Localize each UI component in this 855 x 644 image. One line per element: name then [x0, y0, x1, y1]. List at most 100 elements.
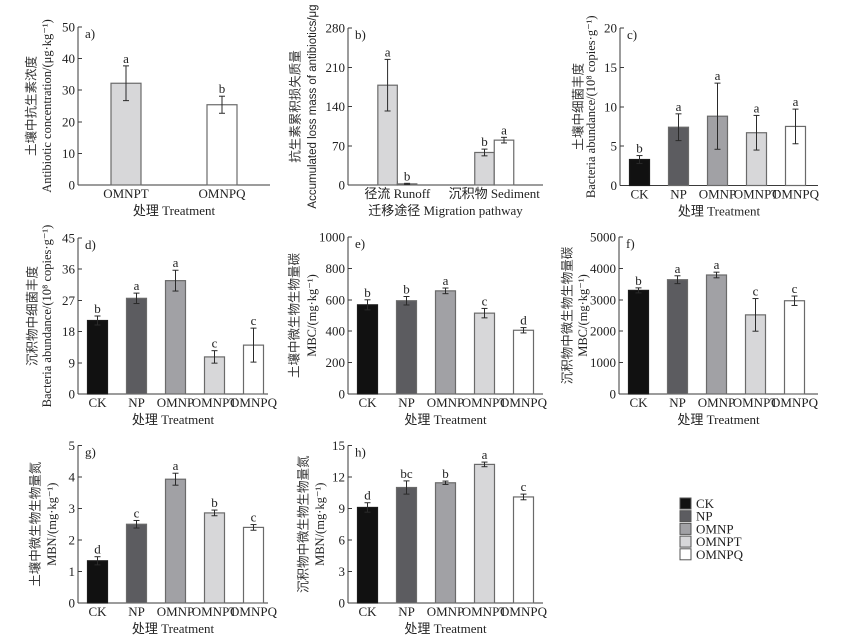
panel-label: d) [85, 237, 96, 252]
y-axis-title-cn: 土壤中抗生素浓度 [24, 56, 39, 157]
significance-letter: b [636, 141, 643, 156]
bar-ck [356, 304, 379, 395]
x-tick-label: CK [630, 187, 649, 202]
y-tick-label: 10 [62, 146, 75, 161]
bar-omnpt [473, 312, 496, 395]
y-tick-label: 600 [326, 292, 346, 307]
significance-letter: a [715, 68, 721, 83]
significance-letter: c [482, 293, 488, 308]
y-tick-label: 0 [339, 596, 346, 611]
bar-omnp [434, 482, 457, 604]
x-tick-label: NP [398, 604, 415, 619]
y-axis-title-en: Bacteria abundance/(10⁸ copies·g⁻¹) [40, 225, 54, 408]
x-tick-label: 径流 Runoff [364, 186, 431, 201]
bar-omnpq [512, 496, 535, 604]
x-tick-label: OMNPQ [771, 395, 819, 410]
y-tick-label: 6 [339, 533, 346, 548]
x-tick-label: OMNPT [734, 187, 780, 202]
x-tick-label: OMNPT [462, 604, 508, 619]
y-tick-label: 30 [62, 83, 75, 98]
panel-f: 0 1000 2000 3000 4000 5000 f) 沉积物中微生物生物量碳 MBC/(m… [560, 230, 819, 428]
x-tick-label: OMNPQ [199, 186, 247, 201]
y-tick-label: 36 [62, 262, 76, 277]
x-tick-label: CK [88, 604, 107, 619]
significance-letter: b [219, 81, 226, 96]
significance-letter: b [635, 273, 642, 288]
y-axis-title-cn: 土壤中微生物生物量氮 [28, 461, 43, 587]
bar-ck [86, 319, 109, 395]
y-tick-label: 18 [62, 324, 75, 339]
significance-letter: b [94, 301, 101, 316]
legend-label: CK [696, 496, 715, 511]
significance-letter: a [676, 99, 682, 114]
y-tick-label: 40 [62, 51, 75, 66]
bar-omnpt [203, 512, 226, 604]
y-axis-title-cn: 沉积物中微生物生物量碳 [560, 246, 575, 384]
x-axis-title: 处理 Treatment [677, 412, 760, 427]
x-tick-label: CK [629, 395, 648, 410]
y-axis-title-en: Bacteria abundance/(10⁸ copies·g⁻¹) [584, 15, 598, 198]
x-axis-title: 处理 Treatment [404, 412, 487, 427]
legend-swatch-np [679, 510, 692, 523]
y-tick-label: 70 [332, 138, 345, 153]
significance-letter: c [521, 479, 527, 494]
x-tick-label: CK [358, 604, 377, 619]
panel-h: 0 3 6 9 12 15 h) 沉积物中微生物生物量氮 MBN/(mg·kg⁻¹) 处理 Tre… [296, 438, 548, 636]
x-tick-label: OMNPQ [230, 395, 278, 410]
x-tick-label: OMNPQ [230, 604, 278, 619]
bar-omnpq [783, 300, 806, 395]
bar-omnpt [474, 151, 495, 186]
significance-letter: a [173, 458, 179, 473]
y-axis-title-cn: 抗生素累积损失质量 [288, 50, 303, 163]
legend-swatch-omnpt [679, 535, 692, 548]
bar-np [125, 523, 148, 604]
legend-swatch-omnpq [679, 548, 692, 561]
y-tick-label: 2 [69, 533, 76, 548]
panel-label: e) [355, 236, 365, 251]
y-tick-label: 20 [62, 114, 75, 129]
significance-letter: a [675, 261, 681, 276]
panel-label: h) [355, 445, 366, 460]
significance-letter: a [482, 447, 488, 462]
y-tick-label: 5000 [590, 230, 616, 245]
bar-ck [356, 506, 379, 604]
panel-label: f) [626, 236, 635, 251]
panel-b: 0 70 140 210 280 b) 抗生素累积损失质量 Accumulated loss … [288, 4, 543, 218]
y-tick-label: 140 [326, 99, 346, 114]
x-tick-label: OMNPQ [500, 395, 548, 410]
bar-omnp [164, 280, 187, 395]
x-tick-label: OMNPQ [500, 604, 548, 619]
significance-letter: a [443, 273, 449, 288]
x-tick-label: NP [128, 604, 145, 619]
significance-letter: a [501, 122, 507, 137]
y-tick-label: 3 [69, 501, 76, 516]
legend-label: OMNP [696, 521, 734, 536]
significance-letter: d [94, 542, 101, 557]
significance-letter: b [211, 495, 218, 510]
y-tick-label: 15 [332, 438, 345, 453]
bar-omnpq [512, 329, 535, 395]
x-tick-label: OMNP [427, 604, 465, 619]
bar-omnp [705, 274, 728, 395]
x-tick-label: OMNPT [462, 395, 508, 410]
significance-letter: bc [400, 466, 413, 481]
panel-label: b) [355, 27, 366, 42]
significance-letter: a [714, 257, 720, 272]
x-tick-label: OMNPT [103, 186, 149, 201]
x-axis-title: 处理 Treatment [132, 412, 215, 427]
panel-a: 0 10 20 30 40 50 a) 土壤中抗生素浓度 Antibiotic concentr… [24, 19, 270, 218]
x-axis-title: 处理 Treatment [678, 204, 761, 219]
y-tick-label: 800 [326, 261, 346, 276]
y-tick-label: 3000 [590, 292, 616, 307]
y-axis-title-cn: 土壤中细菌丰度 [571, 63, 586, 151]
bar-omnp [164, 478, 187, 604]
x-tick-label: OMNPT [733, 395, 779, 410]
y-tick-label: 10 [604, 99, 617, 114]
y-tick-label: 280 [326, 21, 346, 36]
y-tick-label: 3 [339, 564, 346, 579]
y-axis-title-en: Antibiotic concentration/(μg·kg⁻¹) [40, 19, 54, 193]
y-tick-label: 0 [610, 387, 617, 402]
y-axis-title-en: MBC/(mg·kg⁻¹) [576, 274, 590, 357]
significance-letter: b [364, 285, 371, 300]
y-tick-label: 210 [326, 60, 346, 75]
